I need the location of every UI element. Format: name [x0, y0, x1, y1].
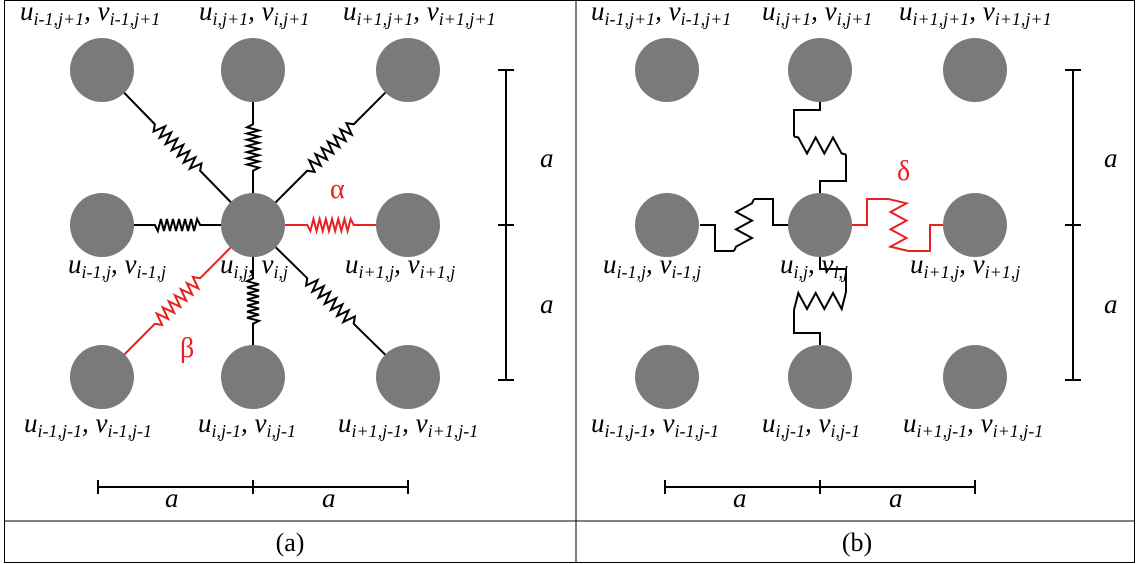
angular-spring-b-left-frame — [700, 198, 788, 252]
spring-a-center-topleft — [101, 69, 254, 226]
lattice-nodes — [70, 38, 1007, 409]
label-a-bottom-right: ui+1,j-1, vi+1,j-1 — [338, 408, 478, 441]
node-b-top-left — [635, 38, 699, 102]
spring-a-center-left — [102, 216, 253, 234]
vertical-dimension-bar-a — [498, 69, 514, 381]
node-b-mid-left — [635, 193, 699, 257]
angular-spring-b-right-delta — [852, 198, 945, 252]
angular-spring-b-top-coil — [793, 135, 847, 156]
label-a-bottom-mid: ui,j-1, vi,j-1 — [198, 408, 296, 441]
angular-spring-b-bottom — [793, 257, 847, 345]
panel-b-connections — [700, 98, 945, 345]
angular-spring-b-top-frame — [793, 98, 847, 193]
horizontal-dimension-bar-b — [664, 480, 976, 494]
dimension-bars — [97, 69, 1081, 494]
node-b-mid-mid — [788, 193, 852, 257]
label-a-mid-right: ui+1,j, vi+1,j — [345, 249, 455, 282]
dim-a-horizontal-right: a — [322, 483, 336, 513]
spring-a-center-top — [243, 70, 263, 225]
node-b-bottom-mid — [788, 345, 852, 409]
label-b-bottom-mid: ui,j-1, vi,j-1 — [762, 408, 860, 441]
spring-a-center-bottom — [244, 225, 262, 377]
dim-b-vertical-lower: a — [1104, 289, 1118, 319]
panel-a-labels: ui-1,j+1, vi-1,j+1 ui,j+1, vi,j+1 ui+1,j… — [20, 0, 554, 557]
angular-spring-b-right-delta-frame — [852, 198, 945, 252]
dim-a-vertical-upper: a — [540, 143, 554, 173]
node-b-bottom-right — [943, 345, 1007, 409]
label-b-top-mid: ui,j+1, vi,j+1 — [762, 0, 872, 29]
horizontal-dimension-bar-a — [97, 480, 409, 494]
caption-a: (a) — [276, 528, 305, 557]
delta-symbol: δ — [897, 156, 910, 187]
dim-b-horizontal-right: a — [889, 483, 903, 513]
label-b-bottom-right: ui+1,j-1, vi+1,j-1 — [903, 408, 1043, 441]
spring-a-center-bottomright — [252, 224, 409, 378]
figure-frame — [4, 0, 1135, 563]
label-a-center: ui,j, vi,j — [220, 249, 288, 282]
label-b-top-right: ui+1,j+1, vi+1,j+1 — [899, 0, 1052, 29]
node-a-mid-mid — [221, 193, 285, 257]
label-b-top-left: ui-1,j+1, vi-1,j+1 — [591, 0, 731, 29]
caption-b: (b) — [842, 528, 872, 557]
node-a-top-right — [376, 38, 440, 102]
beta-symbol: β — [180, 333, 194, 364]
node-a-top-mid — [221, 38, 285, 102]
label-a-top-right: ui+1,j+1, vi+1,j+1 — [343, 0, 496, 29]
node-a-bottom-right — [376, 345, 440, 409]
node-a-mid-right — [376, 193, 440, 257]
panel-a-connections — [101, 69, 409, 378]
label-a-mid-left: ui-1,j, vi-1,j — [68, 249, 166, 282]
spring-a-center-right-alpha — [253, 215, 408, 235]
node-b-top-right — [943, 38, 1007, 102]
label-b-center: ui,j, vi,j — [780, 249, 848, 282]
angular-spring-b-bottom-frame — [793, 257, 847, 345]
node-a-mid-left — [70, 193, 134, 257]
dim-a-vertical-lower: a — [540, 289, 554, 319]
node-a-bottom-left — [70, 345, 134, 409]
label-a-top-left: ui-1,j+1, vi-1,j+1 — [20, 0, 160, 29]
dim-b-horizontal-left: a — [733, 483, 747, 513]
spring-a-center-bottomleft-beta — [101, 224, 254, 378]
angular-spring-b-right-delta-coil — [887, 198, 910, 252]
panel-b-labels: ui-1,j+1, vi-1,j+1 ui,j+1, vi,j+1 ui+1,j… — [591, 0, 1118, 557]
alpha-symbol: α — [330, 174, 345, 205]
vertical-dimension-bar-b — [1065, 69, 1081, 381]
angular-spring-b-top — [793, 98, 847, 193]
dim-b-vertical-upper: a — [1104, 143, 1118, 173]
node-a-top-left — [70, 38, 134, 102]
label-a-bottom-left: ui-1,j-1, vi-1,j-1 — [24, 408, 152, 441]
angular-spring-b-left — [700, 198, 788, 252]
dim-a-horizontal-left: a — [165, 483, 179, 513]
angular-spring-b-left-coil — [733, 198, 755, 252]
node-b-bottom-left — [635, 345, 699, 409]
node-b-top-mid — [788, 38, 852, 102]
spring-a-center-topright — [252, 69, 409, 226]
angular-spring-b-bottom-coil — [793, 290, 847, 312]
label-b-bottom-left: ui-1,j-1, vi-1,j-1 — [591, 408, 719, 441]
label-a-top-mid: ui,j+1, vi,j+1 — [199, 0, 309, 29]
node-b-mid-right — [943, 193, 1007, 257]
label-b-mid-left: ui-1,j, vi-1,j — [603, 249, 701, 282]
node-a-bottom-mid — [221, 345, 285, 409]
label-b-mid-right: ui+1,j, vi+1,j — [910, 249, 1020, 282]
